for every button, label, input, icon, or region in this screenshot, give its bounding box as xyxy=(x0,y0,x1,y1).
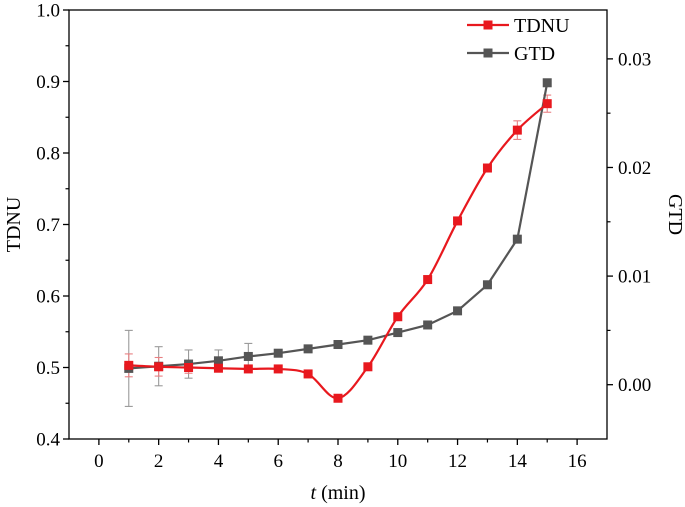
y-axis-left-title: TDNU xyxy=(3,196,25,252)
gtd-data-point xyxy=(303,344,313,354)
y-left-tick-label: 0.5 xyxy=(36,358,60,379)
x-tick-label: 4 xyxy=(214,451,224,472)
gtd-data-point xyxy=(453,306,463,316)
tdnu-data-point xyxy=(124,360,134,370)
tdnu-series-line xyxy=(128,102,548,400)
tdnu-data-point xyxy=(363,362,373,372)
gtd-data-point xyxy=(542,78,552,88)
gtd-series-line xyxy=(128,82,549,370)
series-markers-layer xyxy=(124,78,552,403)
y-left-tick-label: 0.8 xyxy=(36,144,60,165)
gtd-legend-label: GTD xyxy=(514,43,555,65)
gtd-data-point xyxy=(243,351,253,361)
tdnu-data-point xyxy=(482,163,492,173)
plot-frame xyxy=(68,9,608,440)
y-axis-right-title: GTD xyxy=(664,194,685,235)
x-tick-label: 10 xyxy=(388,451,407,472)
y-left-tick-label: 1.0 xyxy=(36,1,60,22)
gtd-data-point xyxy=(393,328,403,338)
tdnu-legend-marker xyxy=(483,20,493,30)
x-axis-title-unit: (min) xyxy=(316,482,365,504)
gtd-data-point xyxy=(363,335,373,345)
x-tick-label: 12 xyxy=(448,451,467,472)
tdnu-data-point xyxy=(154,362,164,372)
tdnu-data-point xyxy=(184,363,194,372)
x-axis-title-variable: t xyxy=(311,482,317,504)
y-left-tick-label: 0.4 xyxy=(36,430,60,451)
tdnu-data-point xyxy=(213,363,223,373)
tdnu-data-point xyxy=(243,364,253,374)
x-axis-title: t (min) xyxy=(311,482,366,504)
gtd-data-point xyxy=(213,356,223,366)
tdnu-legend-label: TDNU xyxy=(514,15,570,37)
tdnu-data-point xyxy=(542,99,552,109)
y-right-tick-label: 0.01 xyxy=(618,267,651,288)
gtd-data-point xyxy=(512,234,522,244)
legend: TDNU GTD xyxy=(467,15,570,65)
y-right-tick-label: 0.02 xyxy=(618,158,651,179)
gtd-data-point xyxy=(333,340,343,350)
tdnu-data-point xyxy=(273,364,283,374)
y-right-tick-label: 0.00 xyxy=(618,375,651,396)
y-right-tick-label: 0.03 xyxy=(618,49,651,70)
x-tick-label: 14 xyxy=(508,451,528,472)
x-tick-label: 8 xyxy=(333,451,343,472)
x-tick-label: 0 xyxy=(94,451,104,472)
x-tick-label: 2 xyxy=(154,451,164,472)
gtd-data-point xyxy=(482,280,492,290)
tdnu-data-point xyxy=(512,125,522,135)
tdnu-data-point xyxy=(333,393,343,403)
y-left-tick-label: 0.9 xyxy=(36,72,60,93)
gtd-data-point xyxy=(423,320,433,330)
y-left-tick-label: 0.6 xyxy=(36,287,60,308)
x-tick-label: 16 xyxy=(568,451,587,472)
ticks-layer xyxy=(63,9,613,445)
x-tick-label: 6 xyxy=(273,451,283,472)
gtd-data-point xyxy=(273,348,283,358)
tdnu-data-point xyxy=(393,312,403,322)
gtd-legend-marker xyxy=(483,48,493,58)
y-left-tick-label: 0.7 xyxy=(36,215,60,236)
tdnu-data-point xyxy=(423,275,433,285)
series-lines-layer xyxy=(128,82,549,400)
tdnu-data-point xyxy=(453,216,463,226)
tick-labels-layer: 0 2 4 6 8 10 12 14 16 0.4 0.5 0.6 0.7 0.8 0.9 1.0 0.00 0.… xyxy=(36,1,651,473)
tdnu-data-point xyxy=(303,369,313,379)
